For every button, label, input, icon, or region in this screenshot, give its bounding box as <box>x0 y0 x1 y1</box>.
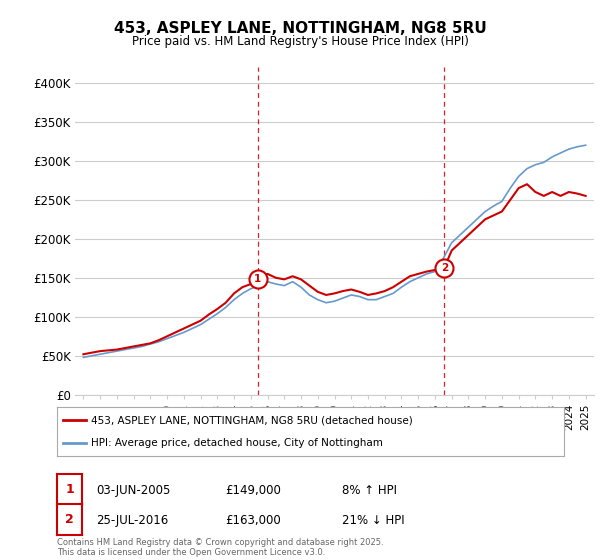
Text: 21% ↓ HPI: 21% ↓ HPI <box>342 514 404 527</box>
Text: HPI: Average price, detached house, City of Nottingham: HPI: Average price, detached house, City… <box>91 438 383 448</box>
Text: £163,000: £163,000 <box>225 514 281 527</box>
Text: Price paid vs. HM Land Registry's House Price Index (HPI): Price paid vs. HM Land Registry's House … <box>131 35 469 48</box>
Text: 8% ↑ HPI: 8% ↑ HPI <box>342 484 397 497</box>
Text: 25-JUL-2016: 25-JUL-2016 <box>96 514 168 527</box>
Text: £149,000: £149,000 <box>225 484 281 497</box>
Text: 453, ASPLEY LANE, NOTTINGHAM, NG8 5RU (detached house): 453, ASPLEY LANE, NOTTINGHAM, NG8 5RU (d… <box>91 416 413 426</box>
Text: 1: 1 <box>65 483 74 496</box>
Text: 03-JUN-2005: 03-JUN-2005 <box>96 484 170 497</box>
Text: 1: 1 <box>254 274 262 283</box>
Text: 2: 2 <box>65 513 74 526</box>
Text: 453, ASPLEY LANE, NOTTINGHAM, NG8 5RU: 453, ASPLEY LANE, NOTTINGHAM, NG8 5RU <box>113 21 487 36</box>
Text: 2: 2 <box>441 263 448 273</box>
Text: Contains HM Land Registry data © Crown copyright and database right 2025.
This d: Contains HM Land Registry data © Crown c… <box>57 538 383 557</box>
